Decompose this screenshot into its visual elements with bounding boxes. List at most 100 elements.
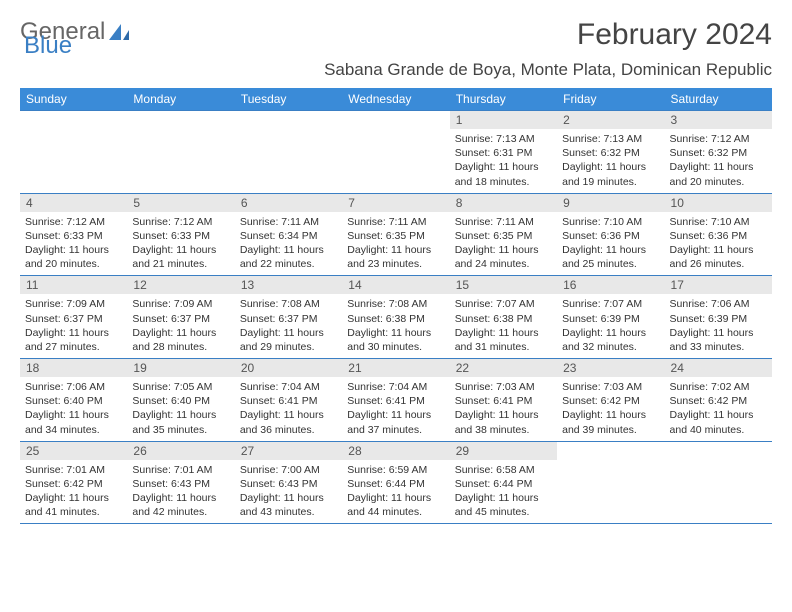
day-details-cell: Sunrise: 7:07 AMSunset: 6:39 PMDaylight:… bbox=[557, 294, 664, 358]
day-details-cell bbox=[127, 129, 234, 193]
sunrise-text: Sunrise: 7:07 AM bbox=[455, 297, 552, 311]
day-details-cell: Sunrise: 7:11 AMSunset: 6:35 PMDaylight:… bbox=[450, 212, 557, 276]
day-details-cell: Sunrise: 7:08 AMSunset: 6:37 PMDaylight:… bbox=[235, 294, 342, 358]
sunrise-text: Sunrise: 7:08 AM bbox=[240, 297, 337, 311]
day-number-row: 45678910 bbox=[20, 193, 772, 212]
sunrise-text: Sunrise: 7:08 AM bbox=[347, 297, 444, 311]
day-number-cell: 20 bbox=[235, 359, 342, 378]
day-details-cell: Sunrise: 7:01 AMSunset: 6:42 PMDaylight:… bbox=[20, 460, 127, 524]
daylight-text: Daylight: 11 hours and 38 minutes. bbox=[455, 408, 552, 436]
sunrise-text: Sunrise: 7:09 AM bbox=[25, 297, 122, 311]
sunrise-text: Sunrise: 7:03 AM bbox=[562, 380, 659, 394]
day-details-cell: Sunrise: 7:06 AMSunset: 6:39 PMDaylight:… bbox=[665, 294, 772, 358]
sunset-text: Sunset: 6:31 PM bbox=[455, 146, 552, 160]
day-details-cell: Sunrise: 7:11 AMSunset: 6:34 PMDaylight:… bbox=[235, 212, 342, 276]
day-number-cell: 27 bbox=[235, 441, 342, 460]
weekday-header-row: SundayMondayTuesdayWednesdayThursdayFrid… bbox=[20, 88, 772, 111]
sunset-text: Sunset: 6:38 PM bbox=[455, 312, 552, 326]
sunset-text: Sunset: 6:40 PM bbox=[25, 394, 122, 408]
sunset-text: Sunset: 6:43 PM bbox=[132, 477, 229, 491]
daylight-text: Daylight: 11 hours and 41 minutes. bbox=[25, 491, 122, 519]
sunset-text: Sunset: 6:41 PM bbox=[347, 394, 444, 408]
daylight-text: Daylight: 11 hours and 31 minutes. bbox=[455, 326, 552, 354]
day-number-cell: 7 bbox=[342, 193, 449, 212]
sunset-text: Sunset: 6:37 PM bbox=[240, 312, 337, 326]
day-details-cell: Sunrise: 7:06 AMSunset: 6:40 PMDaylight:… bbox=[20, 377, 127, 441]
day-number-cell: 11 bbox=[20, 276, 127, 295]
day-details-cell: Sunrise: 7:12 AMSunset: 6:32 PMDaylight:… bbox=[665, 129, 772, 193]
daylight-text: Daylight: 11 hours and 20 minutes. bbox=[670, 160, 767, 188]
day-details-cell: Sunrise: 7:12 AMSunset: 6:33 PMDaylight:… bbox=[20, 212, 127, 276]
sunrise-text: Sunrise: 7:06 AM bbox=[670, 297, 767, 311]
day-details-cell: Sunrise: 7:08 AMSunset: 6:38 PMDaylight:… bbox=[342, 294, 449, 358]
day-details-cell: Sunrise: 7:09 AMSunset: 6:37 PMDaylight:… bbox=[127, 294, 234, 358]
day-details-cell: Sunrise: 7:00 AMSunset: 6:43 PMDaylight:… bbox=[235, 460, 342, 524]
day-details-cell: Sunrise: 7:07 AMSunset: 6:38 PMDaylight:… bbox=[450, 294, 557, 358]
sunrise-text: Sunrise: 7:13 AM bbox=[455, 132, 552, 146]
day-number-cell: 16 bbox=[557, 276, 664, 295]
daylight-text: Daylight: 11 hours and 25 minutes. bbox=[562, 243, 659, 271]
day-details-cell bbox=[20, 129, 127, 193]
day-number-cell: 12 bbox=[127, 276, 234, 295]
sunset-text: Sunset: 6:42 PM bbox=[25, 477, 122, 491]
daylight-text: Daylight: 11 hours and 43 minutes. bbox=[240, 491, 337, 519]
day-number-cell: 4 bbox=[20, 193, 127, 212]
day-details-cell: Sunrise: 6:58 AMSunset: 6:44 PMDaylight:… bbox=[450, 460, 557, 524]
sunrise-text: Sunrise: 7:11 AM bbox=[455, 215, 552, 229]
sunrise-text: Sunrise: 6:59 AM bbox=[347, 463, 444, 477]
daylight-text: Daylight: 11 hours and 33 minutes. bbox=[670, 326, 767, 354]
day-number-cell: 13 bbox=[235, 276, 342, 295]
weekday-header: Sunday bbox=[20, 88, 127, 111]
daylight-text: Daylight: 11 hours and 30 minutes. bbox=[347, 326, 444, 354]
day-details-row: Sunrise: 7:06 AMSunset: 6:40 PMDaylight:… bbox=[20, 377, 772, 441]
sunrise-text: Sunrise: 6:58 AM bbox=[455, 463, 552, 477]
daylight-text: Daylight: 11 hours and 20 minutes. bbox=[25, 243, 122, 271]
daylight-text: Daylight: 11 hours and 22 minutes. bbox=[240, 243, 337, 271]
sunset-text: Sunset: 6:42 PM bbox=[562, 394, 659, 408]
weekday-header: Thursday bbox=[450, 88, 557, 111]
sunset-text: Sunset: 6:43 PM bbox=[240, 477, 337, 491]
weekday-header: Saturday bbox=[665, 88, 772, 111]
logo-sail-icon bbox=[107, 22, 133, 44]
day-details-cell: Sunrise: 7:12 AMSunset: 6:33 PMDaylight:… bbox=[127, 212, 234, 276]
daylight-text: Daylight: 11 hours and 32 minutes. bbox=[562, 326, 659, 354]
day-details-cell: Sunrise: 7:10 AMSunset: 6:36 PMDaylight:… bbox=[557, 212, 664, 276]
day-details-cell: Sunrise: 7:01 AMSunset: 6:43 PMDaylight:… bbox=[127, 460, 234, 524]
sunrise-text: Sunrise: 7:10 AM bbox=[670, 215, 767, 229]
month-title: February 2024 bbox=[577, 18, 772, 52]
day-number-cell: 26 bbox=[127, 441, 234, 460]
sunset-text: Sunset: 6:36 PM bbox=[670, 229, 767, 243]
day-number-cell: 18 bbox=[20, 359, 127, 378]
day-details-cell: Sunrise: 7:03 AMSunset: 6:42 PMDaylight:… bbox=[557, 377, 664, 441]
day-details-cell: Sunrise: 7:09 AMSunset: 6:37 PMDaylight:… bbox=[20, 294, 127, 358]
sunrise-text: Sunrise: 7:09 AM bbox=[132, 297, 229, 311]
day-number-row: 123 bbox=[20, 111, 772, 130]
sunrise-text: Sunrise: 7:04 AM bbox=[347, 380, 444, 394]
sunset-text: Sunset: 6:33 PM bbox=[132, 229, 229, 243]
day-number-cell: 24 bbox=[665, 359, 772, 378]
sunset-text: Sunset: 6:41 PM bbox=[240, 394, 337, 408]
sunset-text: Sunset: 6:44 PM bbox=[347, 477, 444, 491]
sunrise-text: Sunrise: 7:04 AM bbox=[240, 380, 337, 394]
sunset-text: Sunset: 6:41 PM bbox=[455, 394, 552, 408]
sunrise-text: Sunrise: 7:12 AM bbox=[25, 215, 122, 229]
day-number-cell: 28 bbox=[342, 441, 449, 460]
daylight-text: Daylight: 11 hours and 28 minutes. bbox=[132, 326, 229, 354]
day-number-cell: 15 bbox=[450, 276, 557, 295]
day-details-cell: Sunrise: 7:04 AMSunset: 6:41 PMDaylight:… bbox=[235, 377, 342, 441]
sunset-text: Sunset: 6:39 PM bbox=[670, 312, 767, 326]
sunset-text: Sunset: 6:42 PM bbox=[670, 394, 767, 408]
daylight-text: Daylight: 11 hours and 44 minutes. bbox=[347, 491, 444, 519]
sunset-text: Sunset: 6:35 PM bbox=[455, 229, 552, 243]
daylight-text: Daylight: 11 hours and 24 minutes. bbox=[455, 243, 552, 271]
sunrise-text: Sunrise: 7:12 AM bbox=[670, 132, 767, 146]
day-number-cell: 6 bbox=[235, 193, 342, 212]
sunrise-text: Sunrise: 7:00 AM bbox=[240, 463, 337, 477]
day-number-cell: 1 bbox=[450, 111, 557, 130]
day-details-cell: Sunrise: 7:03 AMSunset: 6:41 PMDaylight:… bbox=[450, 377, 557, 441]
day-number-cell: 25 bbox=[20, 441, 127, 460]
sunset-text: Sunset: 6:44 PM bbox=[455, 477, 552, 491]
day-number-cell: 14 bbox=[342, 276, 449, 295]
day-details-cell: Sunrise: 7:13 AMSunset: 6:32 PMDaylight:… bbox=[557, 129, 664, 193]
day-details-cell: Sunrise: 7:05 AMSunset: 6:40 PMDaylight:… bbox=[127, 377, 234, 441]
